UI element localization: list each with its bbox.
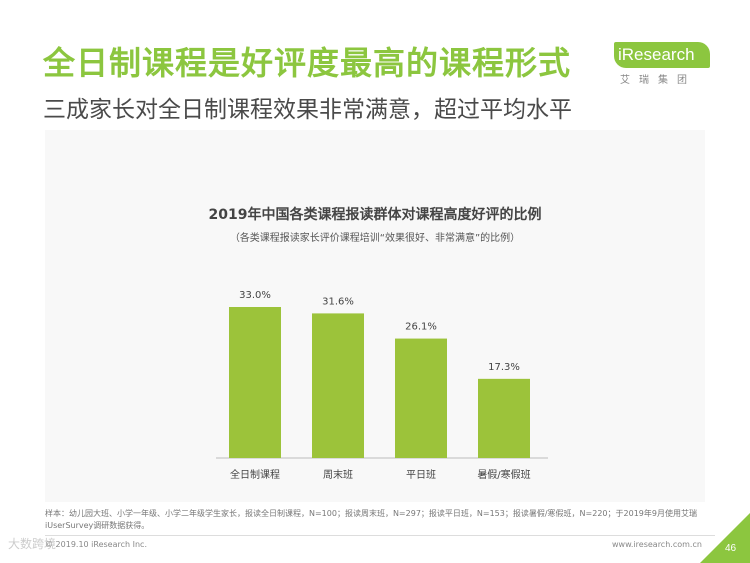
chart-panel xyxy=(45,130,705,502)
bar xyxy=(395,338,447,458)
sample-note: 样本：幼儿园大班、小学一年级、小学二年级学生家长，报读全日制课程，N=100；报… xyxy=(45,509,697,530)
chart-subtitle: （各类课程报读家长评价课程培训“效果很好、非常满意”的比例） xyxy=(229,233,521,244)
copyright: © 2019.10 iResearch Inc. xyxy=(45,540,147,549)
page-subtitle: 三成家长对全日制课程效果非常满意，超过平均水平 xyxy=(43,97,572,123)
category-tick-label: 平日班 xyxy=(406,469,436,481)
category-tick-label: 暑假/寒假班 xyxy=(477,468,530,481)
bar-value-label: 31.6% xyxy=(322,296,354,307)
category-tick-label: 全日制课程 xyxy=(230,468,280,481)
iresearch-logo: iResearch 艾瑞集团 xyxy=(614,42,714,90)
footer-divider xyxy=(45,535,715,536)
logo-badge xyxy=(614,42,710,68)
bar xyxy=(312,313,364,458)
page-title: 全日制课程是好评度最高的课程形式 xyxy=(43,44,572,82)
chart-title: 2019年中国各类课程报读群体对课程高度好评的比例 xyxy=(208,207,542,223)
bar-value-label: 17.3% xyxy=(488,362,520,373)
website: www.iresearch.com.cn xyxy=(612,540,702,549)
page-corner-triangle xyxy=(700,513,750,563)
watermark: 大数跨境 xyxy=(8,537,57,551)
bar-value-label: 26.1% xyxy=(405,322,437,333)
bar xyxy=(478,378,530,458)
logo-chinese-name: 艾瑞集团 xyxy=(620,75,696,86)
bar xyxy=(229,307,281,458)
logo-text: iResearch xyxy=(618,45,695,64)
bar-value-label: 33.0% xyxy=(239,290,271,301)
category-tick-label: 周末班 xyxy=(323,468,353,481)
page-number: 46 xyxy=(725,543,737,554)
